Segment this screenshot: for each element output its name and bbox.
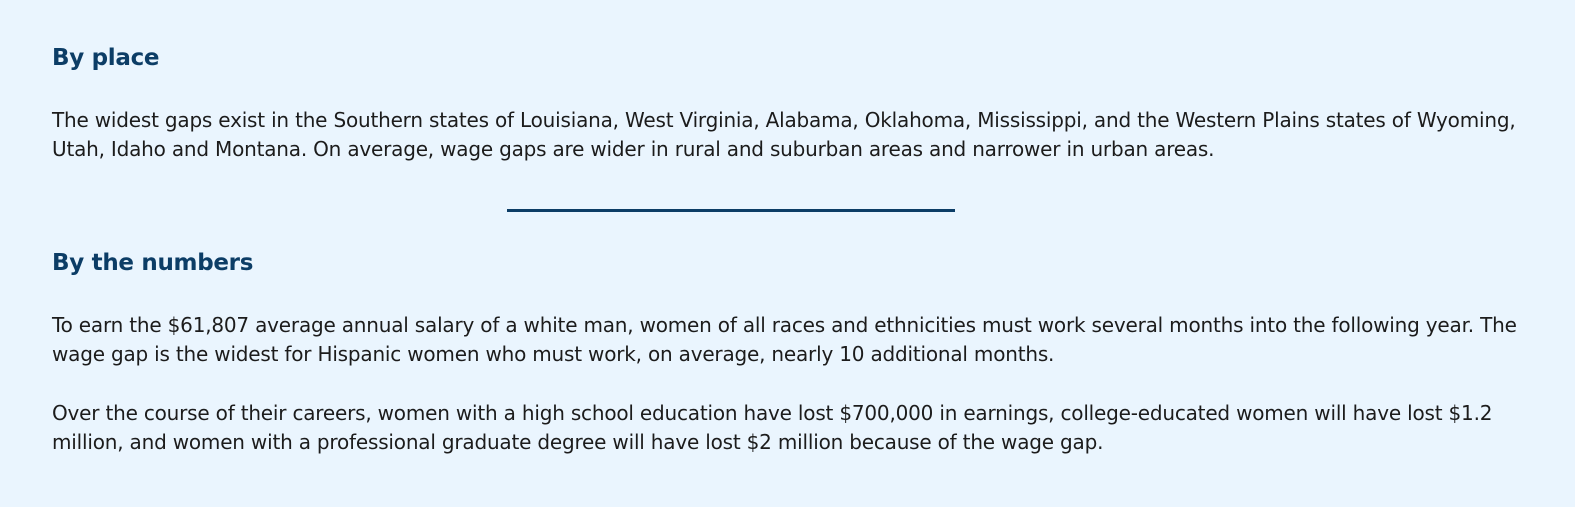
section-heading-by-place: By place [52, 45, 160, 71]
section-divider [507, 209, 955, 212]
by-numbers-paragraph-1: To earn the $61,807 average annual salar… [52, 313, 1517, 366]
by-numbers-paragraph-2: Over the course of their careers, women … [52, 401, 1493, 454]
section-heading-by-the-numbers: By the numbers [52, 250, 254, 276]
by-place-paragraph: The widest gaps exist in the Southern st… [52, 108, 1516, 161]
